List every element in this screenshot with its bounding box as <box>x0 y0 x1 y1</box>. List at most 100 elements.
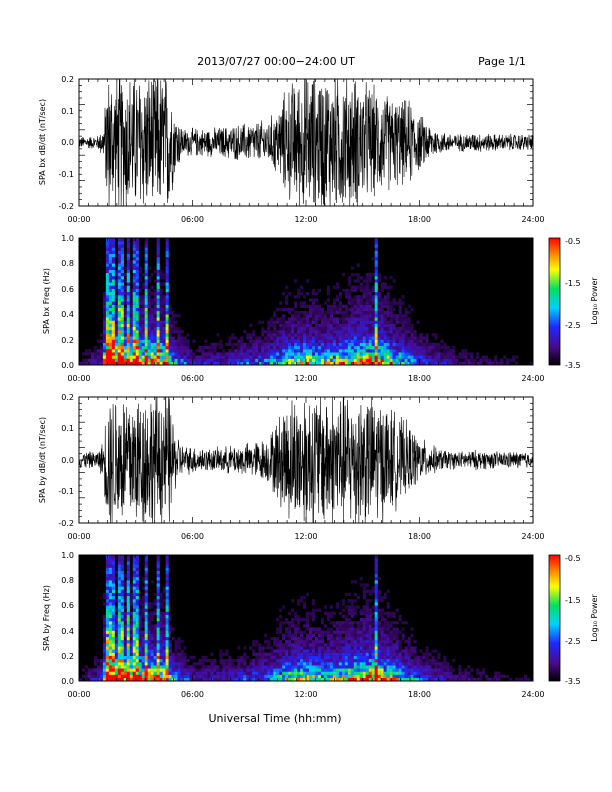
spectrogram-cell <box>359 276 363 280</box>
spectrogram-cell <box>108 671 113 675</box>
spectrogram-cell <box>108 599 113 603</box>
spectrogram-cell <box>374 564 378 568</box>
spectrogram-cell <box>458 355 462 359</box>
spectrogram-cell <box>335 630 340 634</box>
spectrogram-cell <box>153 662 157 666</box>
spectrogram-cell <box>470 677 474 682</box>
spectrogram-cell <box>398 655 402 660</box>
spectrogram-cell <box>329 355 334 359</box>
spectrogram-cell <box>410 627 414 631</box>
spectrogram-cell <box>150 323 154 328</box>
spectrogram-cell <box>96 352 101 356</box>
spectrogram-cell <box>105 595 110 600</box>
spectrogram-cell <box>135 621 139 625</box>
spectrogram-cell <box>279 665 283 669</box>
spectrogram-cell <box>365 671 369 675</box>
spectrogram-cell <box>515 361 519 366</box>
spectrogram-cell <box>416 658 420 663</box>
spectrogram-cell <box>329 361 334 366</box>
spectrogram-cell <box>365 330 369 334</box>
spectrogram-cell <box>311 352 316 356</box>
spectrogram-cell <box>374 323 378 328</box>
spectrogram-cell <box>365 336 369 340</box>
spectrogram-cell <box>359 301 363 305</box>
spectrogram-cell <box>135 658 139 663</box>
bx-spectrogram-yticklabels: 0.0 0.2 0.4 0.6 0.8 1.0 <box>61 234 74 370</box>
spectrogram-cell <box>335 624 340 628</box>
spectrogram-cell <box>332 668 337 672</box>
spectrogram-cell <box>162 301 166 305</box>
spectrogram-cell <box>132 674 136 678</box>
spectrogram-cell <box>311 662 316 666</box>
spectrogram-cell <box>314 307 319 312</box>
spectrogram-cell <box>240 355 244 359</box>
spectrogram-cell <box>341 608 345 612</box>
spectrogram-cell <box>144 304 148 308</box>
spectrogram-cell <box>323 342 328 347</box>
spectrogram-cell <box>117 577 121 581</box>
spectrogram-cell <box>371 349 375 353</box>
spectrogram-cell <box>180 662 184 666</box>
spectrogram-cell <box>219 652 223 656</box>
spectrogram-cell <box>374 358 378 362</box>
spectrogram-cell <box>195 355 199 359</box>
spectrogram-cell <box>132 253 136 258</box>
spectrogram-cell <box>150 618 154 622</box>
spectrogram-cell <box>159 301 163 305</box>
spectrogram-cell <box>308 630 313 634</box>
spectrogram-cell <box>234 674 238 678</box>
spectrogram-cell <box>237 668 241 672</box>
spectrogram-cell <box>311 658 316 663</box>
spectrogram-cell <box>317 330 322 334</box>
spectrogram-cell <box>273 655 277 660</box>
spectrogram-cell <box>368 640 372 644</box>
spectrogram-cell <box>276 630 280 634</box>
spectrogram-cell <box>204 352 208 356</box>
spectrogram-cell <box>341 304 345 308</box>
spectrogram-cell <box>452 361 456 366</box>
spectrogram-cell <box>392 621 396 625</box>
spectrogram-cell <box>150 665 154 669</box>
spectrogram-cell <box>380 336 384 340</box>
spectrogram-cell <box>102 643 107 647</box>
spectrogram-cell <box>311 304 316 308</box>
spectrogram-cell <box>237 674 241 678</box>
spectrogram-cell <box>120 573 124 578</box>
spectrogram-cell <box>270 662 274 666</box>
spectrogram-cell <box>129 330 133 334</box>
spectrogram-cell <box>102 618 107 622</box>
spectrogram-cell <box>395 621 399 625</box>
spectrogram-cell <box>401 326 405 331</box>
spectrogram-cell <box>102 307 107 312</box>
spectrogram-cell <box>240 677 244 682</box>
spectrogram-cell <box>303 658 307 663</box>
spectrogram-cell <box>356 276 360 280</box>
spectrogram-cell <box>261 333 265 337</box>
spectrogram-cell <box>344 307 348 312</box>
spectrogram-cell <box>353 288 357 293</box>
spectrogram-cell <box>323 677 328 682</box>
spectrogram-cell <box>165 589 169 593</box>
spectrogram-cell <box>380 311 384 315</box>
spectrogram-cell <box>105 241 110 245</box>
spectrogram-cell <box>273 330 277 334</box>
spectrogram-cell <box>123 311 127 315</box>
spectrogram-cell <box>105 323 110 328</box>
spectrogram-cell <box>102 627 107 631</box>
spectrogram-cell <box>368 272 372 277</box>
spectrogram-cell <box>320 662 325 666</box>
spectrogram-cell <box>189 361 193 366</box>
spectrogram-cell <box>329 320 334 324</box>
by-waveform-axis <box>78 396 534 524</box>
spectrogram-cell <box>114 655 118 660</box>
spectrogram-cell <box>306 614 310 619</box>
spectrogram-cell <box>431 352 435 356</box>
spectrogram-cell <box>350 361 354 366</box>
spectrogram-cell <box>243 358 247 362</box>
spectrogram-cell <box>156 608 160 612</box>
spectrogram-cell <box>174 662 178 666</box>
spectrogram-cell <box>416 665 420 669</box>
spectrogram-cell <box>84 361 89 366</box>
spectrogram-cell <box>383 618 387 622</box>
spectrogram-cell <box>165 266 169 270</box>
